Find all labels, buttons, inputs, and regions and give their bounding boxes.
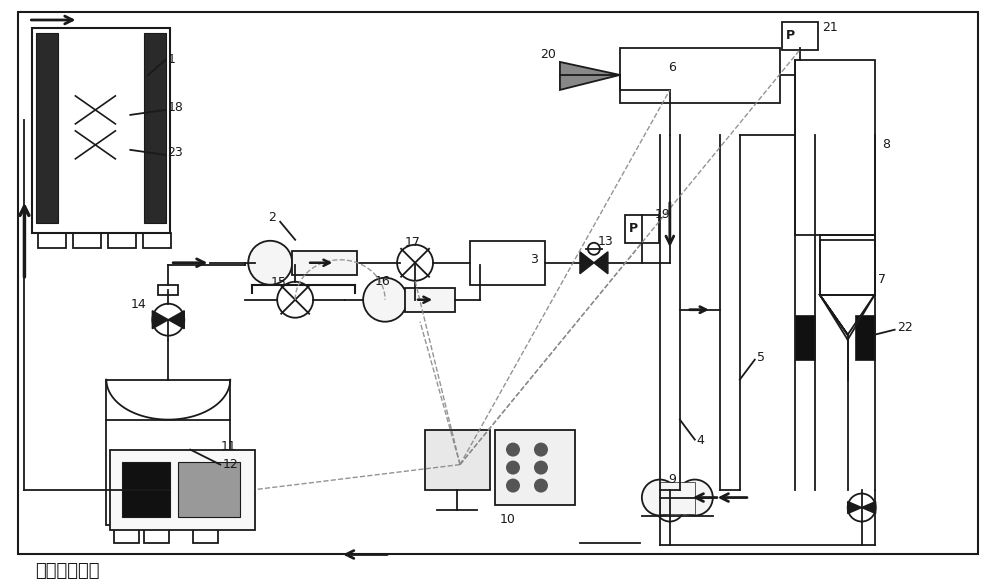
Polygon shape [168, 311, 184, 329]
Circle shape [397, 245, 433, 281]
Bar [144, 525, 169, 543]
Bar [625, 215, 659, 243]
Text: 14: 14 [130, 298, 146, 311]
Bar [620, 48, 780, 103]
Bar [470, 241, 545, 285]
Text: 20: 20 [540, 48, 556, 61]
Text: 13: 13 [598, 236, 614, 248]
Bar [32, 28, 170, 233]
Bar [193, 525, 218, 543]
Bar [425, 430, 490, 490]
Text: 5: 5 [757, 351, 765, 364]
Circle shape [534, 461, 548, 475]
Bar [405, 288, 455, 312]
Text: 17: 17 [405, 236, 421, 250]
Circle shape [506, 442, 520, 456]
Polygon shape [152, 311, 168, 329]
Bar [292, 251, 357, 275]
Circle shape [506, 479, 520, 493]
Text: 16: 16 [375, 275, 391, 288]
Text: P: P [786, 30, 795, 43]
Polygon shape [580, 252, 594, 274]
Circle shape [534, 442, 548, 456]
Circle shape [248, 241, 292, 285]
Text: 19: 19 [655, 208, 671, 222]
Circle shape [677, 480, 713, 515]
Circle shape [642, 480, 678, 515]
Text: 泥浆回流管线: 泥浆回流管线 [35, 563, 100, 581]
Bar [122, 462, 170, 517]
Bar [782, 22, 818, 50]
Polygon shape [862, 501, 876, 514]
Bar [158, 285, 178, 295]
Text: 8: 8 [882, 138, 890, 152]
Polygon shape [848, 501, 862, 514]
Bar [660, 482, 695, 514]
Bar [820, 235, 875, 295]
Polygon shape [670, 501, 684, 514]
Text: 15: 15 [270, 276, 286, 289]
Bar [144, 33, 166, 223]
Text: 23: 23 [167, 146, 183, 159]
Bar [795, 315, 815, 360]
Bar [495, 430, 575, 504]
Bar [108, 233, 136, 248]
Text: 3: 3 [530, 253, 538, 266]
Text: 7: 7 [878, 273, 886, 286]
Circle shape [152, 304, 184, 336]
Bar [114, 525, 139, 543]
Bar [855, 315, 875, 360]
Text: 21: 21 [822, 22, 837, 34]
Bar [143, 233, 171, 248]
Text: 18: 18 [167, 101, 183, 114]
Bar [36, 33, 58, 223]
Polygon shape [656, 501, 670, 514]
Text: 9: 9 [668, 473, 676, 486]
Text: 22: 22 [897, 321, 912, 334]
Bar [73, 233, 101, 248]
Text: P: P [629, 222, 638, 236]
Bar [820, 240, 875, 295]
Circle shape [277, 282, 313, 318]
Text: 2: 2 [268, 211, 276, 224]
Text: 6: 6 [668, 61, 676, 75]
Text: 4: 4 [697, 434, 705, 447]
Text: 10: 10 [500, 513, 516, 526]
Polygon shape [594, 252, 608, 274]
Bar [106, 380, 230, 525]
Circle shape [848, 494, 876, 522]
Circle shape [363, 278, 407, 322]
Circle shape [534, 479, 548, 493]
Text: 12: 12 [222, 458, 238, 471]
Text: 1: 1 [167, 54, 175, 66]
Bar [178, 462, 240, 517]
Circle shape [656, 494, 684, 522]
Bar [38, 233, 66, 248]
Bar [110, 449, 255, 529]
Polygon shape [560, 62, 620, 90]
Circle shape [588, 243, 600, 255]
Text: 11: 11 [220, 440, 236, 453]
Bar [795, 60, 875, 235]
Circle shape [506, 461, 520, 475]
